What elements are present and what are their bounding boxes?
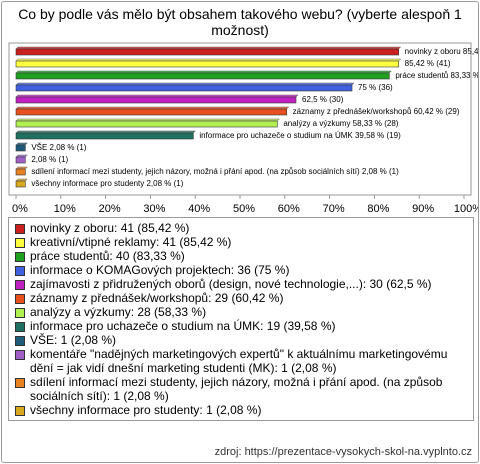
legend-entry: komentáře "nadějných marketingových expe…	[15, 347, 467, 375]
value-label: 62,5 % (30)	[302, 95, 344, 104]
legend-label: záznamy z přednášek/workshopů: 29 (60,42…	[30, 291, 284, 305]
value-label: 75 % (36)	[358, 83, 393, 92]
bar	[15, 144, 26, 152]
x-tick-label: 40%	[188, 203, 210, 214]
value-label: informace pro uchazeče o studium na ÚMK …	[199, 131, 401, 140]
bar	[15, 120, 278, 128]
bar	[15, 60, 399, 68]
x-tick-label: 100%	[454, 203, 478, 214]
legend-entry: analýzy a výzkumy: 28 (58,33 %)	[15, 305, 467, 319]
legend-label: sdílení informací mezi studenty, jejich …	[30, 375, 443, 403]
bar	[15, 84, 353, 92]
value-label: 2,08 % (1)	[31, 155, 68, 164]
legend-entry: všechny informace pro studenty: 1 (2,08 …	[15, 403, 467, 417]
legend-label: práce studentů: 40 (83,33 %)	[30, 249, 185, 263]
value-label: novinky z oboru 85,42 % (41)	[405, 47, 478, 56]
legend-swatch	[15, 322, 25, 332]
source: zdroj: https://prezentace-vysokych-skol-…	[214, 446, 472, 458]
legend-swatch	[15, 266, 25, 276]
legend-label: všechny informace pro studenty: 1 (2,08 …	[30, 403, 262, 417]
legend-entry: sdílení informací mezi studenty, jejich …	[15, 375, 467, 403]
legend-swatch	[15, 378, 25, 388]
bar-top	[15, 106, 290, 110]
legend-swatch	[15, 308, 25, 318]
bar	[15, 132, 194, 140]
legend-label: VŠE: 1 (2,08 %)	[30, 333, 117, 347]
legend-label: informace o KOMAGových projektech: 36 (7…	[30, 263, 290, 277]
legend-label: kreativní/vtipné reklamy: 41 (85,42 %)	[30, 235, 232, 249]
value-label: 85,42 % (41)	[405, 59, 451, 68]
legend-entry: novinky z oboru: 41 (85,42 %)	[15, 221, 467, 235]
value-label: analýzy a výzkumy 58,33 % (28)	[283, 119, 398, 128]
bar	[15, 168, 26, 176]
legend-swatch	[15, 406, 25, 416]
legend-swatch	[15, 224, 25, 234]
bar	[15, 48, 399, 56]
value-label: práce studentů 83,33 % (40)	[395, 71, 478, 80]
value-label: sdílení informací mezi studenty, jejich …	[31, 167, 399, 176]
legend-label: novinky z oboru: 41 (85,42 %)	[30, 221, 190, 235]
legend-entry: zajímavosti z přidružených oborů (design…	[15, 277, 467, 291]
bar-top	[15, 166, 28, 170]
legend-swatch	[15, 280, 25, 290]
legend: novinky z oboru: 41 (85,42 %) kreativní/v…	[8, 217, 474, 421]
legend-swatch	[15, 252, 25, 262]
bar-top	[15, 154, 28, 158]
legend-entry: informace pro uchazeče o studium na ÚMK:…	[15, 319, 467, 333]
legend-label: komentáře "nadějných marketingových expe…	[30, 347, 448, 375]
legend-swatch	[15, 350, 25, 360]
bar-top	[15, 70, 392, 74]
value-label: záznamy z přednášek/workshopů 60,42 % (2…	[293, 107, 460, 116]
legend-label: analýzy a výzkumy: 28 (58,33 %)	[30, 305, 207, 319]
legend-swatch	[15, 336, 25, 346]
x-tick-label: 70%	[323, 203, 345, 214]
legend-entry: práce studentů: 40 (83,33 %)	[15, 249, 467, 263]
bar-top	[15, 118, 280, 122]
legend-label: informace pro uchazeče o studium na ÚMK:…	[30, 319, 336, 333]
legend-swatch	[15, 238, 25, 248]
legend-entry: záznamy z přednášek/workshopů: 29 (60,42…	[15, 291, 467, 305]
legend-entry: VŠE: 1 (2,08 %)	[15, 333, 467, 347]
bar-top	[15, 130, 196, 134]
bar	[15, 108, 287, 116]
x-tick-label: 30%	[143, 203, 165, 214]
bar	[15, 180, 26, 188]
bar-top	[15, 178, 28, 182]
value-label: všechny informace pro studenty 2,08 % (1…	[31, 179, 183, 188]
x-tick-label: 80%	[367, 203, 389, 214]
bar	[15, 96, 297, 104]
bar-top	[15, 94, 299, 98]
x-tick-label: 90%	[412, 203, 434, 214]
x-tick-label: 50%	[233, 203, 255, 214]
bar	[15, 72, 390, 80]
bar-top	[15, 142, 28, 146]
x-tick-label: 60%	[278, 203, 300, 214]
bar-top	[15, 82, 355, 86]
x-tick-label: 10%	[54, 203, 76, 214]
plot: 0% 10% 20% 30% 40% 50% 60% 70% 80% 90% 100% novinky…	[8, 42, 478, 214]
x-tick-label: 20%	[99, 203, 121, 214]
bar	[15, 156, 26, 164]
x-tick-label: 0%	[12, 203, 28, 214]
legend-entry: informace o KOMAGových projektech: 36 (7…	[15, 263, 467, 277]
legend-label: zajímavosti z přidružených oborů (design…	[30, 277, 432, 291]
chart-title: Co by podle vás mělo být obsahem takovéh…	[18, 6, 462, 38]
legend-entry: kreativní/vtipné reklamy: 41 (85,42 %)	[15, 235, 467, 249]
legend-swatch	[15, 294, 25, 304]
value-label: VŠE 2,08 % (1)	[31, 143, 86, 152]
